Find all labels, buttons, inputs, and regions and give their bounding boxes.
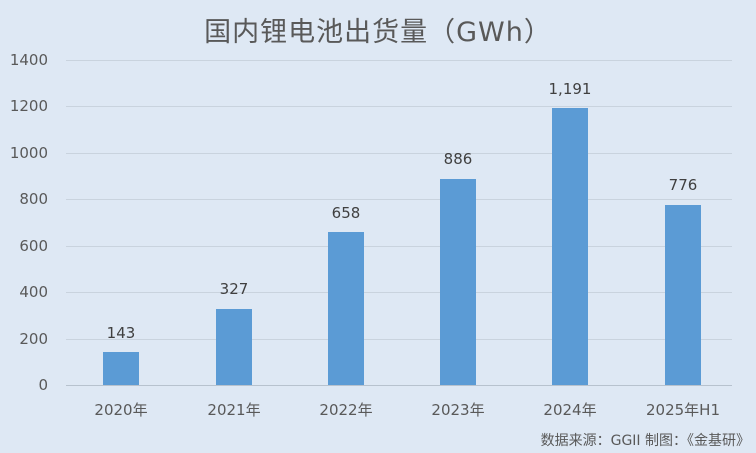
gridline bbox=[66, 339, 732, 340]
bar-2020 bbox=[103, 352, 139, 385]
gridline bbox=[66, 106, 732, 107]
value-label: 658 bbox=[331, 204, 361, 222]
gridline bbox=[66, 153, 732, 154]
bar-2022 bbox=[328, 232, 364, 385]
x-tick-label: 2020年 bbox=[94, 401, 148, 419]
bar-2023 bbox=[440, 179, 476, 385]
gridline bbox=[66, 60, 732, 61]
y-tick-label: 0 bbox=[38, 376, 48, 394]
value-label: 1,191 bbox=[548, 80, 592, 98]
bar-2024 bbox=[552, 108, 588, 385]
x-tick-label: 2023年 bbox=[431, 401, 485, 419]
gridline bbox=[66, 246, 732, 247]
x-tick-label: 2024年 bbox=[543, 401, 597, 419]
x-tick-label: 2021年 bbox=[207, 401, 261, 419]
bar-2025h1 bbox=[665, 205, 701, 385]
source-note: 数据来源：GGII 制图：《金基研》 bbox=[540, 433, 750, 449]
gridline bbox=[66, 199, 732, 200]
value-label: 143 bbox=[106, 324, 136, 342]
x-axis-line bbox=[66, 385, 732, 386]
y-tick-label: 800 bbox=[19, 190, 48, 208]
x-tick-label: 2022年 bbox=[319, 401, 373, 419]
y-tick-label: 1000 bbox=[9, 144, 48, 162]
value-label: 886 bbox=[443, 150, 473, 168]
chart-title: 国内锂电池出货量（GWh） bbox=[204, 17, 552, 48]
x-tick-label: 2025年H1 bbox=[646, 401, 720, 419]
value-label: 327 bbox=[219, 280, 249, 298]
bar-2021 bbox=[216, 309, 252, 385]
gridline bbox=[66, 292, 732, 293]
y-tick-label: 200 bbox=[19, 330, 48, 348]
y-tick-label: 400 bbox=[19, 283, 48, 301]
y-tick-label: 600 bbox=[19, 237, 48, 255]
y-tick-label: 1400 bbox=[9, 51, 48, 69]
y-tick-label: 1200 bbox=[9, 97, 48, 115]
value-label: 776 bbox=[668, 176, 698, 194]
